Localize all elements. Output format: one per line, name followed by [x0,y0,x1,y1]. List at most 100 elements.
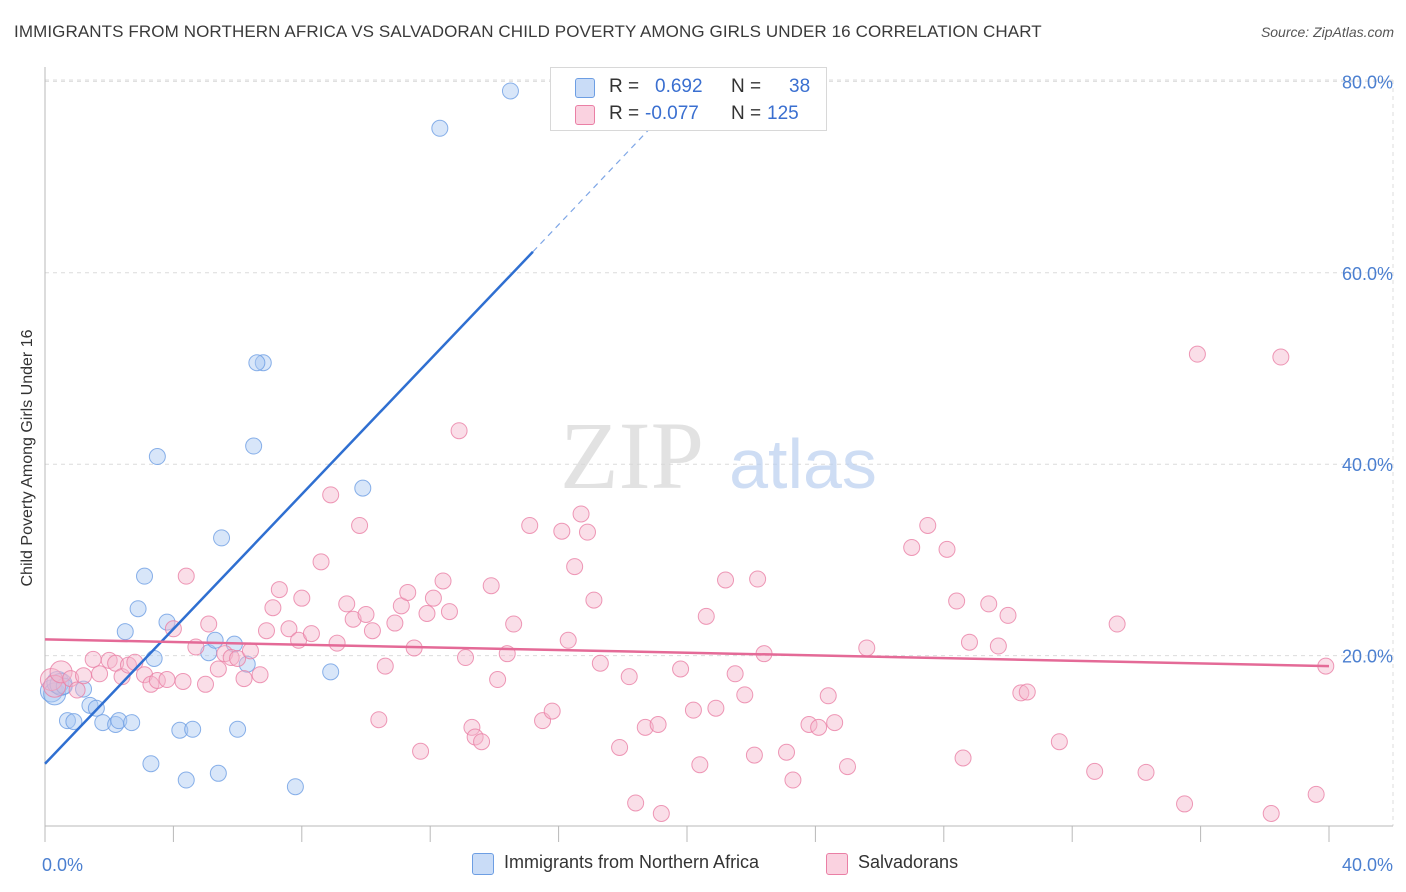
point-salvadoran [1262,805,1280,823]
point-salvadoran [858,639,876,657]
point-salvadoran [960,633,978,651]
chart-source: Source: ZipAtlas.com [1260,24,1394,40]
y-tick-label: 80.0% [1342,72,1393,92]
point-salvadoran [264,599,282,617]
point-salvadoran [980,595,998,613]
trend-line-salvadorans [44,638,1330,668]
legend-r-label: R = [609,103,640,124]
point-northern-africa [184,720,202,738]
point-northern-africa [501,82,519,100]
point-northern-africa [286,778,304,796]
point-salvadoran [457,649,475,667]
point-northern-africa [177,771,195,789]
point-northern-africa [145,649,163,667]
x-tick-label: 40.0% [1342,855,1393,875]
point-salvadoran [229,649,247,667]
data-points [39,82,1335,823]
legend-n-value: 38 [789,76,811,97]
point-salvadoran [778,743,796,761]
x-tick-label: 0.0% [42,855,83,875]
point-northern-africa [254,354,272,372]
point-salvadoran [440,603,458,621]
point-salvadoran [84,650,102,668]
watermark-zip: ZIP [560,402,704,509]
point-salvadoran [338,595,356,613]
point-salvadoran [839,758,856,776]
point-salvadoran [386,614,404,632]
point-salvadoran [241,642,259,660]
point-salvadoran [826,714,844,732]
point-salvadoran [553,522,571,540]
point-salvadoran [819,687,837,705]
trend-line-northern-africa [44,250,534,765]
point-salvadoran [919,516,937,534]
point-northern-africa [142,755,160,773]
point-salvadoran [280,620,298,638]
point-salvadoran [717,571,735,589]
point-salvadoran [75,667,93,685]
point-salvadoran [222,649,240,667]
axes [44,67,1393,842]
point-salvadoran [43,674,67,698]
point-salvadoran [1307,785,1325,803]
y-tick-label: 40.0% [1342,455,1393,475]
point-salvadoran [585,591,603,609]
point-salvadoran [344,610,362,628]
point-salvadoran [251,666,269,684]
point-salvadoran [948,592,966,610]
point-northern-africa [431,119,449,137]
point-salvadoran [620,668,638,686]
point-salvadoran [293,589,311,607]
point-salvadoran [1050,733,1068,751]
bottom-legend-label: Immigrants from Northern Africa [504,852,760,872]
point-salvadoran [672,660,690,678]
point-northern-africa [123,714,141,732]
point-salvadoran [434,572,452,590]
point-northern-africa [136,567,154,585]
point-salvadoran [302,625,320,643]
point-northern-africa [58,712,76,730]
point-northern-africa [238,655,256,673]
legend-n-value: 125 [767,103,799,124]
point-salvadoran [543,702,561,720]
point-salvadoran [363,622,381,640]
point-salvadoran [559,631,577,649]
legend-r-value: 0.692 [655,76,703,97]
point-salvadoran [691,756,709,774]
point-salvadoran [1272,348,1290,366]
point-northern-africa [148,448,166,466]
legend-r-label: R = [609,76,640,97]
point-salvadoran [707,699,725,717]
point-salvadoran [566,558,584,576]
tick-labels: 20.0% 40.0% 60.0% 80.0% 0.0% 40.0% [42,72,1393,875]
point-salvadoran [357,605,375,623]
point-salvadoran [412,742,430,760]
point-northern-africa [248,354,266,372]
point-salvadoran [745,746,763,764]
y-tick-label: 60.0% [1342,264,1393,284]
point-salvadoran [197,675,214,693]
point-salvadoran [424,589,442,607]
point-salvadoran [1018,683,1036,701]
point-salvadoran [257,622,275,640]
point-salvadoran [999,606,1017,624]
point-salvadoran [209,660,227,678]
bottom-legend-swatch-pink [826,853,848,875]
legend-r-value: -0.077 [645,103,699,124]
point-northern-africa [209,764,227,782]
point-salvadoran [158,671,176,689]
point-salvadoran [148,671,166,689]
point-northern-africa [65,713,83,731]
point-salvadoran [200,615,218,633]
legend-swatch-pink [575,105,595,125]
legend-n-label: N = [731,76,762,97]
y-tick-label: 20.0% [1342,647,1393,667]
point-salvadoran [270,581,288,599]
point-northern-africa [75,680,93,698]
point-salvadoran [351,516,369,534]
point-salvadoran [591,654,609,672]
point-salvadoran [1012,684,1030,702]
point-salvadoran [482,577,500,595]
correlation-legend: R = 0.692 N = 38 R = -0.077 N = 125 [550,67,827,131]
point-northern-africa [206,631,224,649]
